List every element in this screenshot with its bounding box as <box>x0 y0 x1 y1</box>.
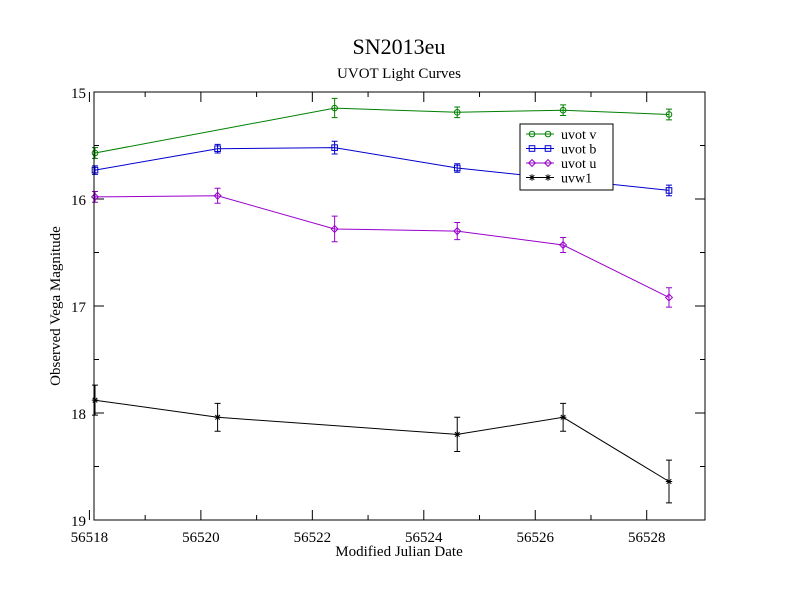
legend-marker-uvot-v <box>528 130 536 138</box>
data-point-uvot-u <box>90 192 100 201</box>
legend-label-uvot-b: uvot b <box>561 143 596 158</box>
series-layer <box>90 97 674 504</box>
data-point-uvot-v <box>559 106 567 114</box>
error-bar-uvot-b <box>331 140 338 155</box>
error-bar-uvot-u <box>331 215 338 243</box>
legend-label-uvot-u: uvot u <box>561 157 596 172</box>
legend-marker-uvot-v <box>544 130 552 138</box>
y-tick-label: 19 <box>71 514 86 530</box>
legend-marker-uvot-b <box>544 145 552 152</box>
legend-label-uvot-v: uvot v <box>561 128 596 143</box>
chart-subtitle: UVOT Light Curves <box>337 66 461 82</box>
series-uvot-u <box>90 187 674 308</box>
data-point-uvot-v <box>331 104 338 112</box>
data-point-uvw1 <box>454 431 461 438</box>
data-point-uvw1 <box>214 414 221 421</box>
y-axis-label: Observed Vega Magnitude <box>48 226 64 386</box>
data-point-uvot-u <box>559 240 568 250</box>
error-bar-uvot-u <box>214 187 221 204</box>
error-bar-uvot-u <box>560 237 567 253</box>
x-tick-label: 56528 <box>628 530 666 546</box>
y-tick-label: 17 <box>71 300 87 316</box>
legend-box <box>519 123 614 191</box>
data-point-uvw1 <box>91 396 99 404</box>
legend-marker-uvot-u <box>543 158 553 168</box>
y-tick-label: 15 <box>71 86 86 102</box>
error-bar-uvot-b <box>666 184 672 197</box>
error-bar-uvot-v <box>454 106 461 119</box>
tick-marks <box>88 91 705 521</box>
data-point-uvot-u <box>213 191 222 200</box>
error-bar-uvot-v <box>560 104 567 117</box>
legend-marker-uvw1 <box>528 174 536 181</box>
data-point-uvot-u <box>453 226 462 236</box>
data-point-uvot-u <box>664 293 674 302</box>
x-tick-label: 56520 <box>182 530 220 546</box>
x-tick-label: 56522 <box>294 530 332 546</box>
y-tick-label: 18 <box>71 407 86 423</box>
plot-frame <box>93 91 706 521</box>
x-tick-label: 56524 <box>405 530 443 546</box>
data-point-uvot-v <box>665 111 673 118</box>
x-tick-label: 56526 <box>517 530 555 546</box>
series-line-uvot-u <box>94 195 670 298</box>
error-bar-uvot-u <box>666 287 672 308</box>
tick-labels: 56518 56520 56522 56524 56526 56528 15 16 17 18 19 <box>71 86 666 546</box>
data-point-uvot-b <box>91 166 99 174</box>
data-point-uvot-b <box>453 164 461 172</box>
series-uvw1 <box>91 384 673 504</box>
data-point-uvot-b <box>331 144 338 151</box>
error-bar-uvot-u <box>454 222 461 241</box>
legend-marker-uvot-u <box>527 158 537 168</box>
y-tick-label: 16 <box>71 193 87 209</box>
data-point-uvot-b <box>214 145 221 153</box>
data-point-uvw1 <box>559 414 567 421</box>
data-point-uvot-b <box>665 187 673 194</box>
x-tick-label: 56518 <box>71 530 109 546</box>
x-axis-label: Modified Julian Date <box>335 544 463 560</box>
error-bar-uvot-v <box>666 108 672 121</box>
legend-marker-uvw1 <box>544 174 552 181</box>
chart-title: SN2013eu <box>353 34 446 59</box>
data-point-uvot-v <box>91 149 99 157</box>
legend-label-uvw1: uvw1 <box>561 172 592 187</box>
data-point-uvw1 <box>665 478 673 485</box>
data-point-uvot-v <box>453 109 461 116</box>
series-uvot-v <box>91 97 673 159</box>
error-bar-uvot-v <box>331 97 338 119</box>
legend-marker-uvot-b <box>528 145 536 152</box>
data-point-uvot-u <box>330 224 339 234</box>
error-bar-uvot-v <box>92 147 98 159</box>
